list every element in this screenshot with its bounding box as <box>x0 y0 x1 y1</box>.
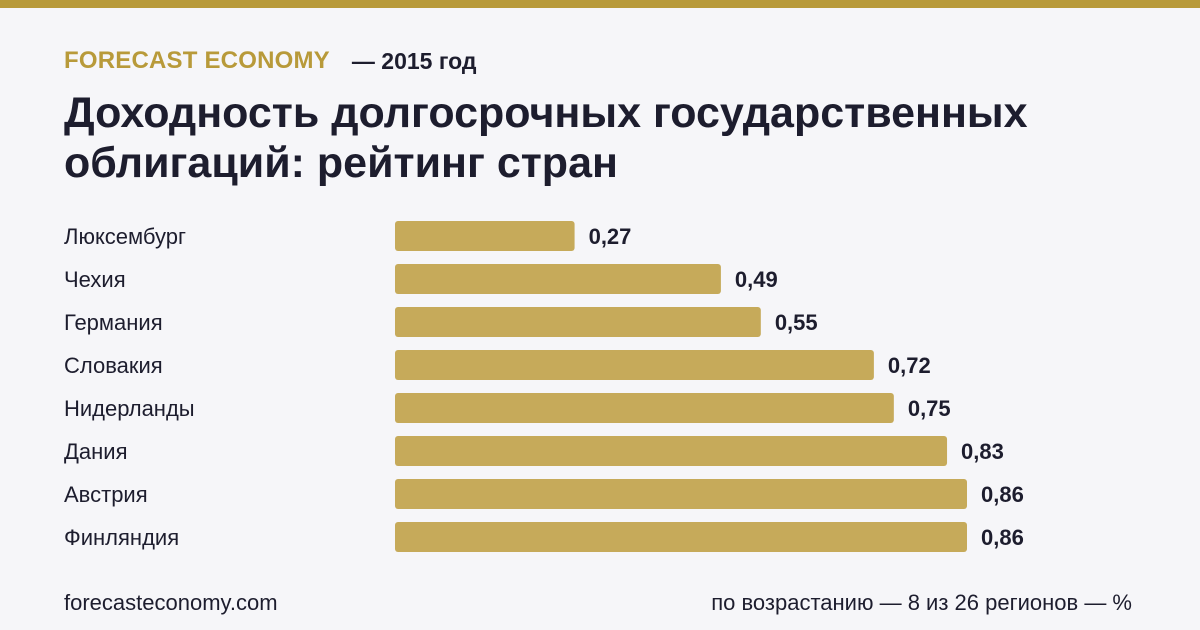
value-label: 0,86 <box>981 482 1024 507</box>
value-label: 0,83 <box>961 439 1004 464</box>
value-label: 0,75 <box>908 396 951 421</box>
bar <box>395 221 575 251</box>
bar <box>395 522 967 552</box>
category-label: Дания <box>64 439 128 464</box>
bar <box>395 393 894 423</box>
category-label: Финляндия <box>64 525 179 550</box>
value-label: 0,72 <box>888 353 931 378</box>
category-label: Чехия <box>64 267 126 292</box>
chart-title: Доходность долгосрочных государственных … <box>64 89 1028 187</box>
footer-note: по возрастанию — 8 из 26 регионов — % <box>711 590 1132 615</box>
bar <box>395 436 948 466</box>
category-label: Германия <box>64 310 163 335</box>
brand-name: FORECAST ECONOMY <box>64 47 330 74</box>
value-label: 0,49 <box>735 267 778 292</box>
category-label: Нидерланды <box>64 396 195 421</box>
category-label: Люксембург <box>64 224 186 249</box>
footer-site: forecasteconomy.com <box>64 590 278 615</box>
bar <box>395 307 761 337</box>
bar <box>395 264 721 294</box>
top-accent-bar <box>0 0 1200 8</box>
value-label: 0,86 <box>981 525 1024 550</box>
category-label: Словакия <box>64 353 163 378</box>
year-note: — 2015 год <box>351 47 477 74</box>
header: FORECAST ECONOMY — 2015 год <box>64 44 476 78</box>
value-label: 0,55 <box>775 310 818 335</box>
bar <box>395 350 874 380</box>
category-label: Австрия <box>64 482 148 507</box>
value-label: 0,27 <box>589 224 632 249</box>
bar <box>395 479 967 509</box>
